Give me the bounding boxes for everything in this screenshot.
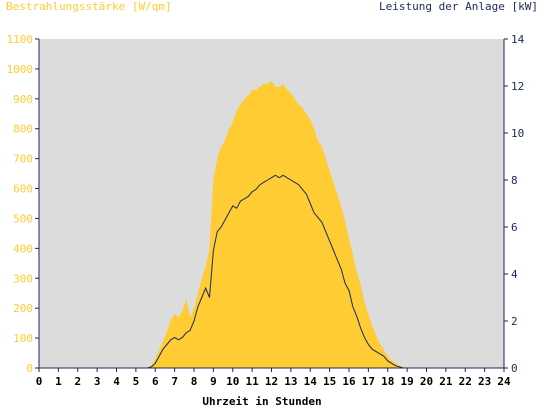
left-axis-title: Bestrahlungsstärke [W/qm] bbox=[6, 0, 172, 13]
y-right-tick-label: 10 bbox=[511, 127, 524, 140]
x-tick-label: 3 bbox=[94, 375, 101, 388]
x-tick-label: 8 bbox=[191, 375, 198, 388]
y-left-tick-label: 1100 bbox=[7, 33, 34, 46]
y-left-tick-label: 100 bbox=[13, 332, 33, 345]
x-tick-label: 22 bbox=[459, 375, 472, 388]
x-tick-label: 5 bbox=[133, 375, 140, 388]
y-left-tick-label: 700 bbox=[13, 153, 33, 166]
y-left-tick-label: 900 bbox=[13, 93, 33, 106]
y-right-tick-label: 12 bbox=[511, 80, 524, 93]
x-tick-label: 7 bbox=[171, 375, 178, 388]
x-tick-label: 24 bbox=[497, 375, 511, 388]
right-axis-title: Leistung der Anlage [kW] bbox=[379, 0, 538, 13]
x-tick-label: 17 bbox=[362, 375, 375, 388]
x-tick-label: 4 bbox=[113, 375, 120, 388]
y-left-tick-label: 400 bbox=[13, 242, 33, 255]
x-tick-label: 19 bbox=[401, 375, 414, 388]
y-left-tick-label: 0 bbox=[26, 362, 33, 375]
x-tick-label: 16 bbox=[342, 375, 356, 388]
x-tick-label: 13 bbox=[284, 375, 297, 388]
y-right-tick-label: 2 bbox=[511, 315, 518, 328]
x-tick-label: 0 bbox=[36, 375, 43, 388]
x-tick-label: 2 bbox=[74, 375, 81, 388]
x-tick-label: 21 bbox=[439, 375, 453, 388]
x-tick-label: 6 bbox=[152, 375, 159, 388]
x-tick-label: 23 bbox=[478, 375, 491, 388]
y-left-tick-label: 200 bbox=[13, 302, 33, 315]
x-tick-label: 14 bbox=[304, 375, 318, 388]
x-tick-label: 9 bbox=[210, 375, 217, 388]
y-left-tick-label: 1000 bbox=[7, 63, 34, 76]
y-right-tick-label: 8 bbox=[511, 174, 518, 187]
x-tick-label: 20 bbox=[420, 375, 433, 388]
y-left-tick-label: 300 bbox=[13, 272, 33, 285]
irradiance-area bbox=[147, 80, 410, 369]
y-right-tick-label: 6 bbox=[511, 221, 518, 234]
y-right-tick-label: 0 bbox=[511, 362, 518, 375]
x-tick-label: 1 bbox=[55, 375, 62, 388]
power-line bbox=[39, 174, 504, 369]
x-axis-label: Uhrzeit in Stunden bbox=[202, 395, 321, 408]
x-tick-label: 11 bbox=[246, 375, 260, 388]
x-tick-label: 10 bbox=[226, 375, 239, 388]
x-tick-label: 18 bbox=[381, 375, 394, 388]
y-left-tick-label: 600 bbox=[13, 183, 33, 196]
y-left-tick-label: 500 bbox=[13, 212, 33, 225]
x-tick-label: 15 bbox=[323, 375, 336, 388]
y-right-tick-label: 4 bbox=[511, 268, 518, 281]
y-left-tick-label: 800 bbox=[13, 123, 33, 136]
x-tick-label: 12 bbox=[265, 375, 278, 388]
y-right-tick-label: 14 bbox=[511, 33, 525, 46]
